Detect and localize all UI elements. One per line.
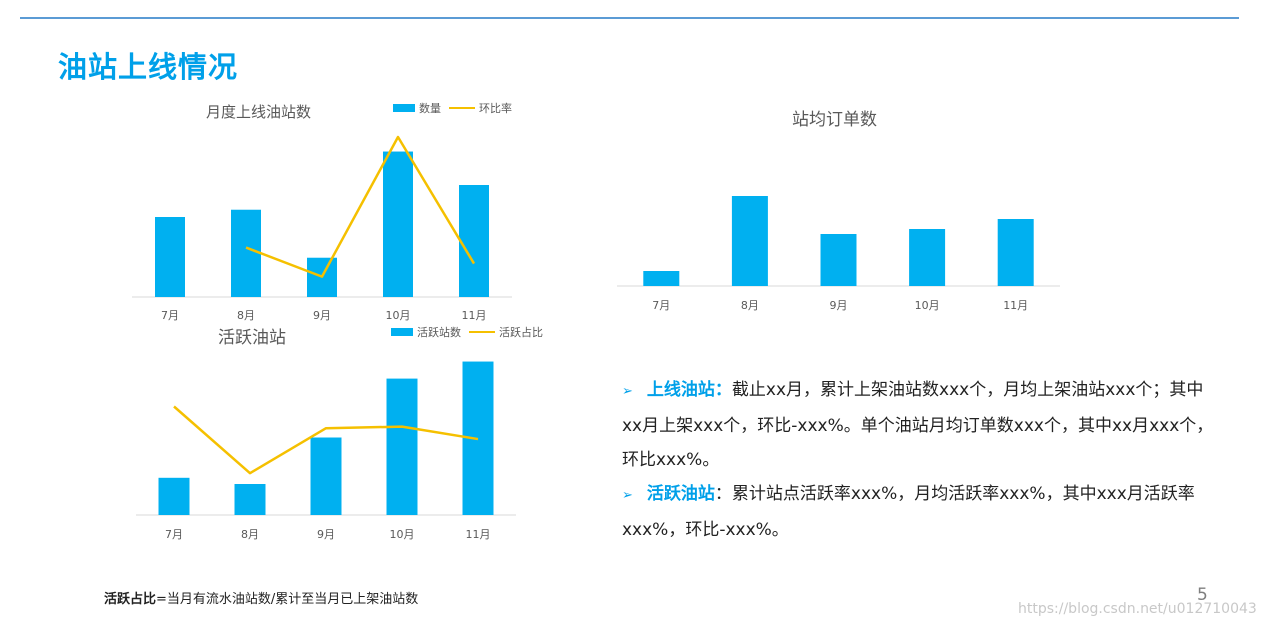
x-tick-label: 7月	[652, 299, 670, 312]
description-item: ➢ 上线油站：截止xx月，累计上架油站数xxx个，月均上架油站xxx个；其中xx月…	[622, 373, 1222, 477]
chart-plot: 7月 8月 9月 10月 11月	[132, 135, 512, 322]
series-line	[173, 405, 479, 475]
bar	[155, 217, 185, 297]
legend-line-swatch	[449, 107, 475, 109]
description-item: ➢ 活跃油站：累计站点活跃率xxx%，月均活跃率xxx%，其中xxx月活跃率xxx…	[622, 477, 1222, 547]
x-tick-label: 9月	[313, 309, 331, 322]
x-tick-label: 10月	[915, 299, 940, 312]
bar	[383, 151, 413, 297]
legend-line-label: 活跃占比	[499, 326, 543, 339]
bar	[820, 234, 857, 286]
chart-active-stations: 活跃油站 活跃站数 活跃占比 7月 8月 9月 10月 11月	[130, 320, 560, 550]
bar	[909, 229, 946, 286]
x-tick-label: 8月	[237, 309, 255, 322]
description-key: 上线油站：	[646, 380, 732, 400]
x-tick-label: 11月	[1003, 299, 1028, 312]
x-tick-label: 10月	[390, 528, 415, 541]
x-tick-label: 11月	[462, 309, 487, 322]
page-title: 油站上线情况	[58, 50, 239, 84]
bar	[731, 196, 768, 286]
x-tick-label: 8月	[741, 299, 759, 312]
footnote-term: 活跃占比	[104, 592, 157, 607]
bar	[231, 209, 261, 297]
description-text: 截止xx月，累计上架油站数xxx个，月均上架油站xxx个；其中xx月上架xxx个…	[622, 380, 1214, 470]
chart-legend: 数量 环比率	[393, 100, 512, 116]
x-tick-label: 9月	[830, 299, 848, 312]
bar	[997, 219, 1034, 286]
bar	[643, 271, 680, 286]
x-tick-label: 10月	[386, 309, 411, 322]
footnote: 活跃占比=当月有流水油站数/累计至当月已上架油站数	[104, 588, 418, 607]
x-tick-label: 11月	[466, 528, 491, 541]
watermark: https://blog.csdn.net/u012710043	[1018, 601, 1257, 617]
chart-orders-per-station: 站均订单数 7月 8月 9月 10月 11月	[615, 100, 1065, 320]
page-number: 5	[1197, 585, 1208, 605]
description-key: 活跃油站	[646, 484, 715, 504]
series-line	[245, 135, 476, 278]
x-tick-label: 8月	[241, 528, 259, 541]
arrow-bullet-icon: ➢	[622, 384, 633, 399]
x-tick-label: 7月	[165, 528, 183, 541]
top-rule	[20, 17, 1239, 19]
legend-bar-swatch	[393, 104, 415, 112]
chart-title: 月度上线油站数	[206, 103, 312, 121]
legend-line-label: 环比率	[479, 102, 512, 115]
chart-monthly-stations: 月度上线油站数 数量 环比率 7月 8月 9月 10月 11月	[130, 98, 520, 328]
chart-plot: 7月 8月 9月 10月 11月	[136, 361, 516, 541]
bar	[158, 477, 190, 515]
arrow-bullet-icon: ➢	[622, 488, 633, 503]
x-tick-label: 7月	[161, 309, 179, 322]
legend-bar-label: 活跃站数	[417, 326, 461, 339]
x-tick-label: 9月	[317, 528, 335, 541]
bar	[386, 378, 418, 515]
bar	[310, 437, 342, 515]
chart-title: 活跃油站	[218, 328, 286, 348]
bar	[234, 484, 266, 515]
description-block: ➢ 上线油站：截止xx月，累计上架油站数xxx个，月均上架油站xxx个；其中xx月…	[622, 373, 1222, 547]
legend-bar-swatch	[391, 328, 413, 336]
chart-plot: 7月 8月 9月 10月 11月	[617, 196, 1060, 312]
footnote-definition: =当月有流水油站数/累计至当月已上架油站数	[156, 592, 419, 607]
chart-title: 站均订单数	[792, 110, 877, 130]
description-text: ：累计站点活跃率xxx%，月均活跃率xxx%，其中xxx月活跃率xxx%，环比-…	[622, 484, 1195, 540]
bar	[459, 185, 489, 297]
legend-bar-label: 数量	[419, 102, 441, 115]
chart-legend: 活跃站数 活跃占比	[391, 324, 543, 340]
legend-line-swatch	[469, 331, 495, 333]
